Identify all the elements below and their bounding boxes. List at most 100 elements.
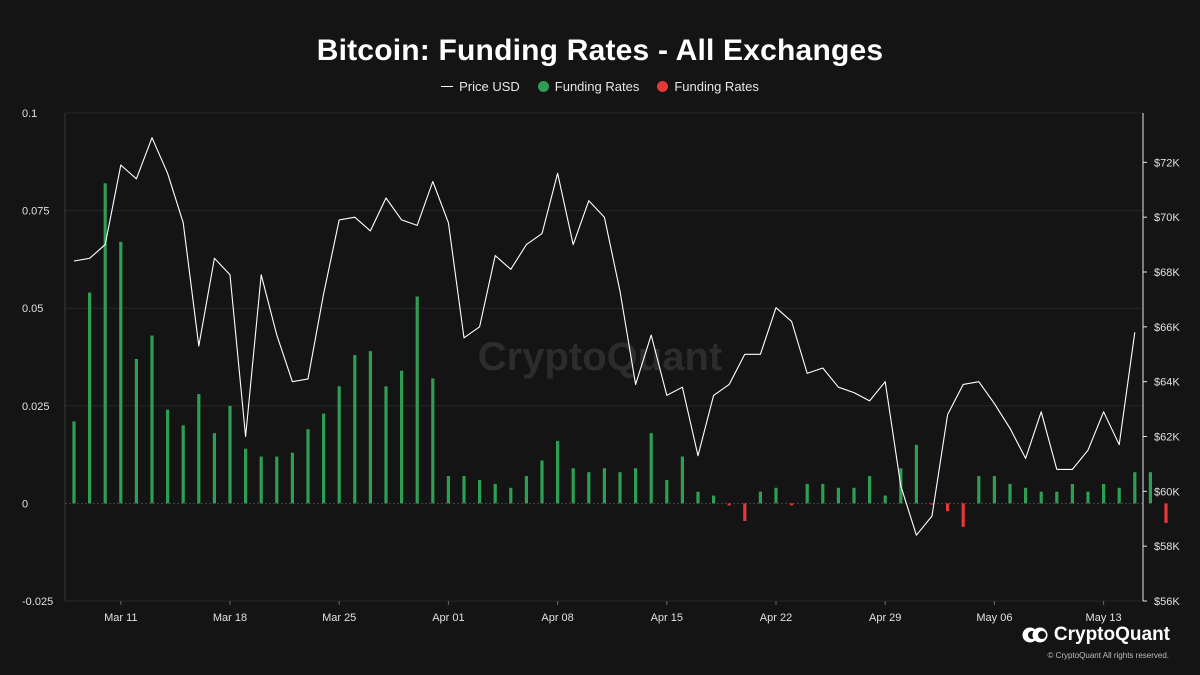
price-line — [73, 137, 1136, 536]
right-tick-label: $68K — [1154, 267, 1180, 279]
funding-bar-positive — [384, 386, 388, 504]
x-tick-label: May 13 — [1086, 612, 1122, 624]
left-tick-label: 0.1 — [22, 108, 37, 120]
right-tick-label: $72K — [1154, 157, 1180, 169]
cryptoquant-logo-icon — [1022, 627, 1048, 643]
x-tick-label: Mar 11 — [104, 612, 137, 624]
funding-bar-positive — [197, 394, 201, 504]
funding-bar-positive — [758, 491, 762, 504]
funding-bar-positive — [602, 468, 606, 504]
left-axis-ticks: 0.1 0.075 0.05 0.025 0 -0.025 — [22, 108, 53, 608]
left-tick-label: 0.05 — [22, 303, 43, 315]
brand-name: CryptoQuant — [1053, 624, 1170, 645]
funding-bar-negative — [727, 503, 731, 506]
legend: Price USD Funding Rates Funding Rates — [0, 79, 1200, 94]
funding-bar-positive — [587, 472, 591, 504]
funding-bar-positive — [540, 460, 544, 504]
legend-item-funding-positive[interactable]: Funding Rates — [537, 79, 639, 94]
left-tick-label: 0 — [22, 498, 28, 510]
funding-bar-positive — [868, 476, 872, 504]
funding-bar-positive — [212, 433, 216, 504]
funding-bar-positive — [1008, 483, 1012, 504]
funding-bar-positive — [462, 476, 466, 504]
funding-bar-positive — [446, 476, 450, 504]
left-tick-label: 0.025 — [22, 401, 50, 413]
x-tick-label: Apr 22 — [760, 612, 792, 624]
right-tick-label: $56K — [1154, 596, 1180, 608]
funding-bar-positive — [493, 483, 497, 504]
x-axis-ticks: Mar 11 Mar 18 Mar 25 Apr 01 Apr 08 Apr 15 Apr … — [104, 601, 1122, 624]
funding-bar-positive — [914, 444, 918, 504]
chart-title: Bitcoin: Funding Rates - All Exchanges — [316, 34, 884, 67]
right-tick-label: $62K — [1154, 432, 1180, 444]
price-line-group — [73, 137, 1136, 536]
funding-bar-negative — [1164, 503, 1168, 523]
funding-bar-positive — [696, 491, 700, 504]
funding-bar-positive — [228, 405, 232, 504]
right-tick-label: $66K — [1154, 322, 1180, 334]
funding-bar-positive — [290, 452, 294, 504]
green-dot-swatch — [537, 81, 549, 92]
red-dot-swatch — [657, 81, 669, 92]
left-tick-label: 0.075 — [22, 206, 50, 218]
funding-bar-positive — [244, 448, 248, 504]
funding-bar-positive — [992, 476, 996, 504]
right-tick-label: $58K — [1154, 541, 1180, 553]
x-tick-label: Apr 01 — [432, 612, 464, 624]
funding-bar-positive — [821, 483, 825, 504]
funding-bar-positive — [1117, 487, 1121, 504]
funding-bar-positive — [415, 296, 419, 504]
funding-bar-positive — [836, 487, 840, 504]
funding-bar-positive — [103, 183, 107, 504]
funding-bar-negative — [743, 503, 747, 521]
funding-bar-positive — [649, 433, 653, 504]
legend-item-funding-negative[interactable]: Funding Rates — [657, 79, 759, 94]
funding-bar-positive — [306, 429, 310, 504]
funding-bar-positive — [571, 468, 575, 504]
funding-bar-positive — [712, 495, 716, 504]
funding-bar-positive — [275, 456, 279, 504]
funding-bar-positive — [1102, 483, 1106, 504]
left-tick-label: -0.025 — [22, 596, 53, 608]
funding-bar-positive — [150, 335, 154, 504]
funding-bar-positive — [1039, 491, 1043, 504]
funding-bar-positive — [883, 495, 887, 504]
copyright: © CryptoQuant All rights reserved. — [1047, 651, 1170, 660]
brand: CryptoQuant — [1022, 624, 1170, 646]
right-axis-ticks: $72K $70K $68K $66K $64K $62K $60K $58K $56K — [1143, 157, 1180, 608]
funding-bar-positive — [524, 476, 528, 504]
funding-bar-negative — [790, 503, 794, 506]
x-tick-label: Apr 15 — [651, 612, 683, 624]
funding-bar-negative — [961, 503, 965, 527]
funding-bar-positive — [431, 378, 435, 504]
funding-bar-positive — [618, 472, 622, 504]
funding-bar-positive — [805, 483, 809, 504]
funding-bar-positive — [166, 409, 170, 504]
funding-bar-positive — [259, 456, 263, 504]
funding-bar-positive — [322, 413, 326, 504]
funding-bar-positive — [478, 479, 482, 504]
funding-bar-positive — [1148, 472, 1152, 504]
funding-bar-positive — [119, 241, 123, 504]
funding-bar-positive — [181, 425, 185, 504]
watermark: CryptoQuant — [478, 335, 722, 379]
legend-item-price[interactable]: Price USD — [441, 79, 520, 94]
funding-bar-positive — [1055, 491, 1059, 504]
right-tick-label: $70K — [1154, 212, 1180, 224]
funding-bar-positive — [1133, 472, 1137, 504]
funding-bar-positive — [556, 440, 560, 504]
gridlines — [65, 112, 1143, 602]
x-tick-label: May 06 — [976, 612, 1012, 624]
funding-bar-positive — [774, 487, 778, 504]
funding-bar-positive — [400, 370, 404, 504]
funding-bar-positive — [665, 479, 669, 504]
funding-bar-negative — [946, 503, 950, 512]
x-tick-label: Mar 18 — [213, 612, 247, 624]
funding-bar-negative — [930, 503, 934, 505]
x-tick-label: Apr 29 — [869, 612, 901, 624]
funding-bar-positive — [509, 487, 513, 504]
funding-bar-positive — [353, 355, 357, 504]
funding-bar-positive — [72, 421, 76, 504]
funding-bar-positive — [368, 351, 372, 504]
